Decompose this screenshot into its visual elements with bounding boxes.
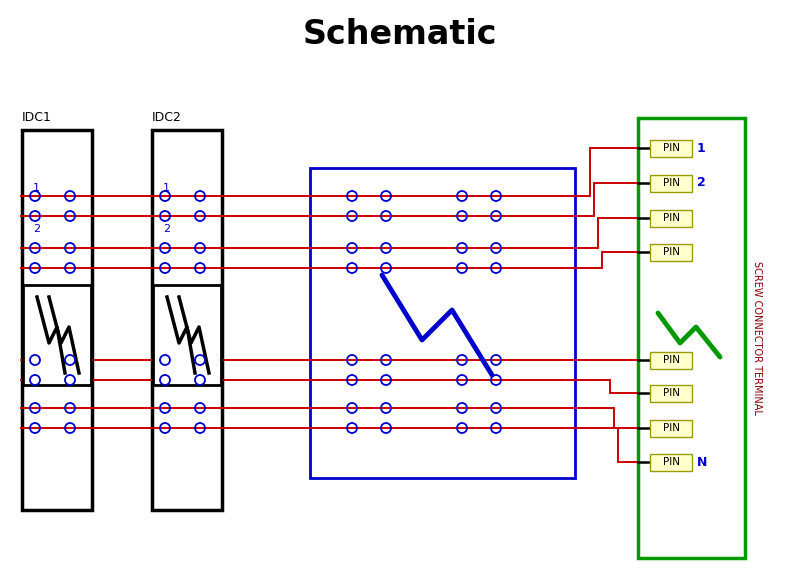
Bar (650, 139, 692, 157)
Bar (638, 118, 745, 558)
Text: PIN: PIN (662, 457, 679, 467)
Text: IDC2: IDC2 (152, 111, 182, 124)
Text: PIN: PIN (662, 355, 679, 365)
Bar (650, 385, 692, 401)
Bar (650, 244, 692, 260)
Text: 2: 2 (163, 224, 170, 234)
Bar (22, 130, 92, 510)
Text: 1: 1 (33, 183, 40, 193)
Bar (310, 168, 575, 478)
Text: 1: 1 (697, 142, 706, 154)
Text: IDC1: IDC1 (22, 111, 52, 124)
Text: PIN: PIN (662, 213, 679, 223)
Text: PIN: PIN (662, 423, 679, 433)
Text: PIN: PIN (662, 388, 679, 398)
Text: SCREW CONNECTOR TERMINAL: SCREW CONNECTOR TERMINAL (752, 261, 762, 415)
Bar (650, 351, 692, 369)
Bar (650, 175, 692, 191)
Text: PIN: PIN (662, 247, 679, 257)
Bar (650, 453, 692, 471)
Text: 1: 1 (163, 183, 170, 193)
Text: PIN: PIN (662, 143, 679, 153)
Text: 2: 2 (697, 176, 706, 190)
Bar (650, 210, 692, 226)
Bar (23, 285, 91, 385)
Bar (152, 130, 222, 510)
Bar (650, 419, 692, 437)
Text: Schematic: Schematic (302, 18, 498, 51)
Text: 2: 2 (33, 224, 40, 234)
Bar (153, 285, 221, 385)
Text: N: N (697, 456, 707, 468)
Text: PIN: PIN (662, 178, 679, 188)
